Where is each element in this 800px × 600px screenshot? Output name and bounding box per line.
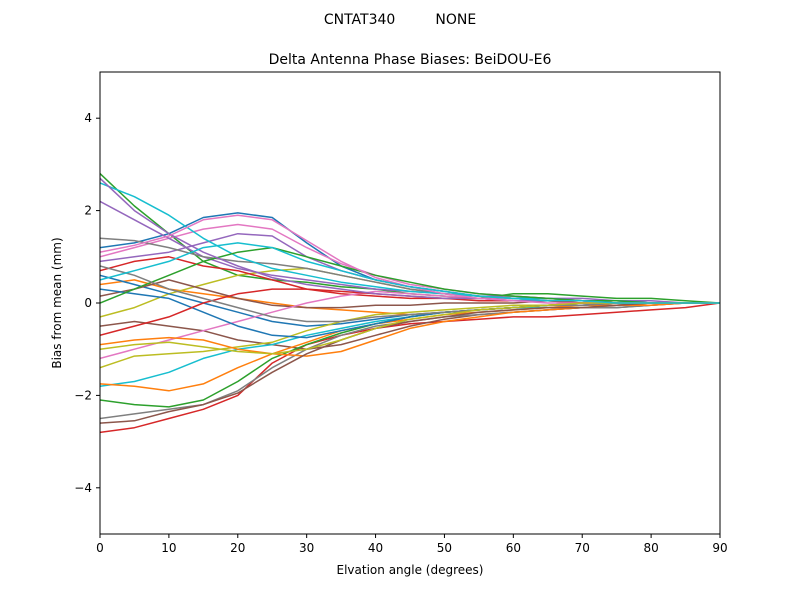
series-line-4: [100, 302, 720, 434]
series-line-30: [100, 242, 720, 304]
series-line-23: [100, 246, 720, 304]
x-tick-label: 10: [161, 541, 176, 555]
y-tick-label: −2: [74, 388, 92, 402]
x-tick-label: 0: [96, 541, 104, 555]
y-axis: −4 −2 0 2 4: [74, 111, 100, 495]
x-tick-label: 80: [643, 541, 658, 555]
x-tick-label: 40: [368, 541, 383, 555]
series-line-26: [100, 302, 720, 424]
x-tick-label: 30: [299, 541, 314, 555]
y-tick-label: 2: [84, 204, 92, 218]
x-tick-label: 90: [712, 541, 727, 555]
x-tick-label: 60: [506, 541, 521, 555]
y-axis-label: Bias from mean (mm): [50, 237, 64, 368]
x-axis: 0 10 20 30 40 50 60 70 80 90: [96, 534, 728, 555]
x-tick-label: 70: [575, 541, 590, 555]
figure-suptitle: CNTAT340 NONE: [324, 12, 476, 28]
y-tick-label: 4: [84, 111, 92, 125]
x-tick-label: 50: [437, 541, 452, 555]
y-tick-label: −4: [74, 481, 92, 495]
x-axis-label: Elvation angle (degrees): [337, 563, 484, 577]
series-layer: [100, 173, 720, 434]
chart-title: Delta Antenna Phase Biases: BeiDOU-E6: [269, 52, 552, 68]
x-tick-label: 20: [230, 541, 245, 555]
y-tick-label: 0: [84, 296, 92, 310]
